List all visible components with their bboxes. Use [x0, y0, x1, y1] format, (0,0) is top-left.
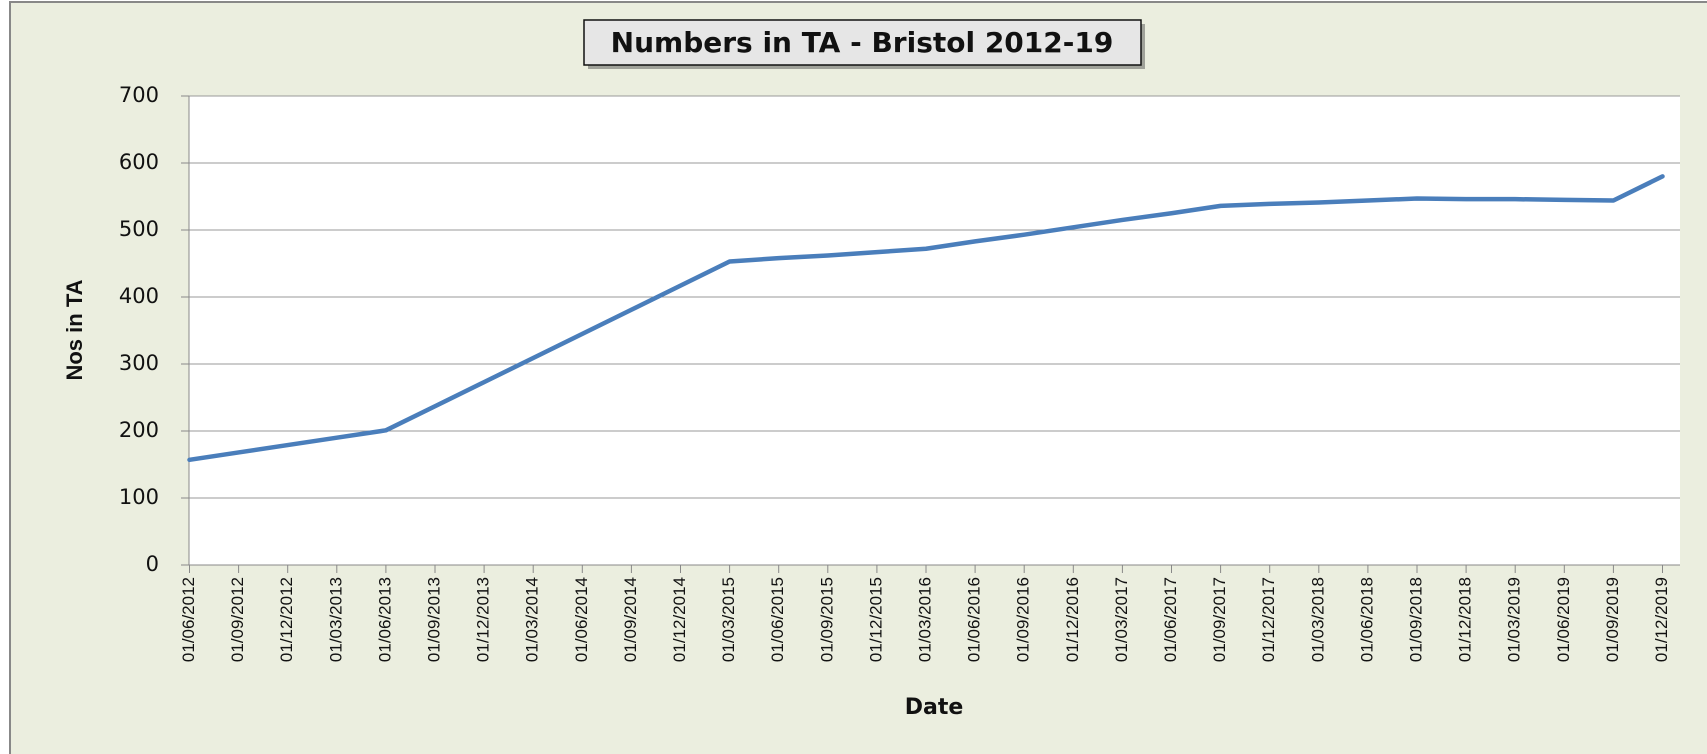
x-tick-label: 01/12/2018 — [1456, 577, 1475, 662]
x-tick-label: 01/06/2013 — [375, 577, 394, 662]
x-tick-label: 01/09/2013 — [424, 577, 443, 662]
x-tick-label: 01/09/2017 — [1210, 577, 1229, 662]
x-tick-label: 01/09/2012 — [228, 577, 247, 662]
y-tick-label: 600 — [119, 150, 159, 174]
x-tick-label: 01/09/2016 — [1014, 577, 1033, 662]
y-tick-label: 500 — [119, 217, 159, 241]
x-tick-label: 01/12/2019 — [1652, 577, 1671, 662]
x-tick-label: 01/06/2019 — [1554, 577, 1573, 662]
x-tick-label: 01/03/2015 — [719, 577, 738, 662]
plot-area — [189, 96, 1680, 565]
x-tick-label: 01/12/2015 — [866, 577, 885, 662]
x-axis-label: Date — [905, 695, 964, 720]
x-tick-label: 01/06/2012 — [179, 577, 198, 662]
y-tick-label: 700 — [119, 83, 159, 107]
x-tick-label: 01/09/2018 — [1406, 577, 1425, 662]
x-tick-label: 01/12/2014 — [670, 577, 689, 662]
y-tick-label: 200 — [119, 418, 159, 442]
x-tick-label: 01/12/2012 — [277, 577, 296, 662]
x-tick-label: 01/03/2014 — [523, 577, 542, 662]
x-tick-label: 01/09/2015 — [817, 577, 836, 662]
series-line — [187, 174, 1665, 463]
x-tick-label: 01/03/2019 — [1505, 577, 1524, 662]
x-tick-label: 01/12/2013 — [474, 577, 493, 662]
x-tick-label: 01/03/2017 — [1112, 577, 1131, 662]
x-tick-label: 01/03/2013 — [326, 577, 345, 662]
y-tick-label: 100 — [119, 485, 159, 509]
x-tick-label: 01/03/2016 — [915, 577, 934, 662]
x-tick-label: 01/06/2014 — [572, 577, 591, 662]
x-tick-label: 01/06/2016 — [965, 577, 984, 662]
x-tick-label: 01/09/2019 — [1603, 577, 1622, 662]
chart-title: Numbers in TA - Bristol 2012-19 — [611, 26, 1114, 59]
x-tick-label: 01/09/2014 — [621, 577, 640, 662]
x-tick-label: 01/06/2018 — [1357, 577, 1376, 662]
y-tick-label: 0 — [146, 552, 159, 576]
y-tick-label: 400 — [119, 284, 159, 308]
x-tick-label: 01/12/2016 — [1063, 577, 1082, 662]
x-tick-label: 01/06/2017 — [1161, 577, 1180, 662]
x-tick-label: 01/12/2017 — [1259, 577, 1278, 662]
y-axis-label: Nos in TA — [62, 279, 87, 380]
title-box — [583, 19, 1142, 66]
x-tick-label: 01/03/2018 — [1308, 577, 1327, 662]
y-tick-label: 300 — [119, 351, 159, 375]
x-tick-label: 01/06/2015 — [768, 577, 787, 662]
